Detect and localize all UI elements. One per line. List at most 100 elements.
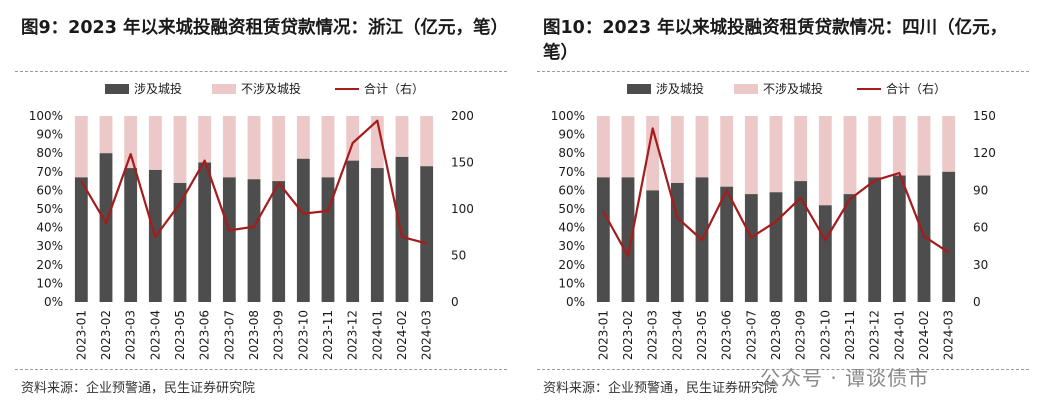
bar-segment-involved [868,177,882,302]
bar-segment-not-involved [892,116,906,176]
y-left-tick-label: 80% [36,146,63,160]
legend-line [857,88,881,90]
bar-segment-involved [272,181,286,302]
y-left-tick-label: 40% [36,221,63,235]
x-tick-label: 2023-06 [198,310,212,360]
bar-segment-not-involved [420,116,434,167]
y-left-tick-label: 70% [36,165,63,179]
x-tick-label: 2024-03 [420,310,434,360]
y-left-tick-label: 20% [36,258,63,272]
x-tick-label: 2023-03 [124,310,138,360]
chart-panel-sichuan: 图10：2023 年以来城投融资租赁贷款情况：四川（亿元，笔） 涉及城投 不涉及… [537,0,1037,419]
y-left-tick-label: 50% [558,202,585,216]
line-point-total [302,212,305,215]
bar-segment-involved [818,205,832,302]
x-tick-label: 2023-01 [74,310,88,360]
chart-legend: 涉及城投 不涉及城投 合计（右） [627,80,1027,98]
bar-segment-not-involved [148,116,162,170]
y-right-tick-label: 150 [451,156,474,170]
bar-segment-involved [346,160,360,302]
line-point-total [873,179,876,182]
x-tick-label: 2023-02 [99,310,113,360]
bar-segment-involved [74,177,88,302]
chart-title: 图9：2023 年以来城投融资租赁贷款情况：浙江（亿元，笔） [21,18,508,38]
line-point-total [228,229,231,232]
legend-swatch [105,84,129,94]
combo-chart-sichuan: 0% 10% 20% 30% 40% 50% 60% 70% 80% 90% 100% 0 30 60 90… [551,109,996,360]
y-right-tick-label: 0 [973,295,981,309]
y-right-tick-label: 120 [973,146,996,160]
legend-label: 涉及城投 [656,82,705,96]
x-tick-label: 2023-08 [769,310,783,360]
chart-panel-zhejiang: 图9：2023 年以来城投融资租赁贷款情况：浙江（亿元，笔） 涉及城投 不涉及城… [15,0,515,419]
y-left-tick-label: 60% [36,183,63,197]
combo-chart-zhejiang: 0% 10% 20% 30% 40% 50% 60% 70% 80% 90% 100% 0 50 100 1… [29,109,474,360]
legend-swatch [212,84,236,94]
y-right-tick-label: 90 [973,183,988,197]
y-left-tick-label: 30% [36,239,63,253]
bar-segment-involved [296,158,310,302]
y-left-tick-label: 10% [558,276,585,290]
legend-label: 合计（右） [886,82,947,96]
y-left-tick-label: 30% [558,239,585,253]
bar-segment-involved [843,194,857,302]
bar-segment-not-involved [99,116,113,154]
legend-line [335,88,359,90]
x-tick-label: 2024-02 [395,310,409,360]
bar-segment-not-involved [247,116,261,180]
bar-segment-involved [917,175,931,302]
bar-segment-involved [247,179,261,302]
bar-segment-involved [420,166,434,302]
bar-segment-involved [942,171,956,302]
x-tick-label: 2023-08 [247,310,261,360]
bar-segment-not-involved [173,116,187,183]
line-point-total [602,210,605,213]
bar-segment-not-involved [769,116,783,193]
bar-segment-not-involved [272,116,286,182]
divider [537,369,1029,370]
x-tick-label: 2023-12 [346,310,360,360]
line-point-total [898,172,901,174]
line-point-total [651,127,654,130]
y-left-tick-label: 50% [36,202,63,216]
line-point-total [154,236,157,238]
line-point-total [824,239,827,241]
y-right-tick-label: 100 [451,202,474,216]
bar-segment-not-involved [942,116,956,172]
x-tick-label: 2024-03 [942,310,956,360]
bar-segment-not-involved [818,116,832,206]
bar-segment-involved [124,168,138,302]
x-tick-label: 2023-06 [720,310,734,360]
bar-segment-not-involved [222,116,236,178]
x-tick-label: 2023-10 [818,310,832,360]
y-right-tick-label: 30 [973,258,988,272]
x-tick-label: 2023-09 [794,310,808,360]
source-note: 资料来源：企业预警通，民生证券研究院 [21,381,256,396]
x-tick-label: 2023-11 [843,310,857,360]
bar-segment-not-involved [321,116,335,178]
bar-segment-involved [670,182,684,302]
y-left-tick-label: 20% [558,258,585,272]
line-point-total [676,216,679,219]
y-left-tick-label: 0% [44,295,63,309]
x-tick-label: 2023-10 [296,310,310,360]
x-tick-label: 2024-02 [917,310,931,360]
y-left-tick-label: 100% [29,109,63,123]
bar-segment-not-involved [596,116,610,178]
legend-label: 不涉及城投 [241,82,302,96]
line-point-total [351,142,354,144]
bar-segment-involved [744,194,758,302]
x-tick-label: 2023-05 [173,310,187,360]
chart-legend: 涉及城投 不涉及城投 合计（右） [105,80,505,98]
x-tick-label: 2023-09 [272,310,286,360]
x-tick-label: 2023-07 [744,310,758,360]
line-point-total [129,153,132,155]
line-point-total [725,189,728,192]
line-point-total [105,222,107,224]
bar-segment-not-involved [670,116,684,183]
legend-label: 合计（右） [364,82,425,96]
watermark: 公众号 · 谭谈债市 [760,366,930,390]
bar-segment-not-involved [124,116,138,169]
x-tick-label: 2023-03 [646,310,660,360]
bar-segment-involved [892,175,906,302]
